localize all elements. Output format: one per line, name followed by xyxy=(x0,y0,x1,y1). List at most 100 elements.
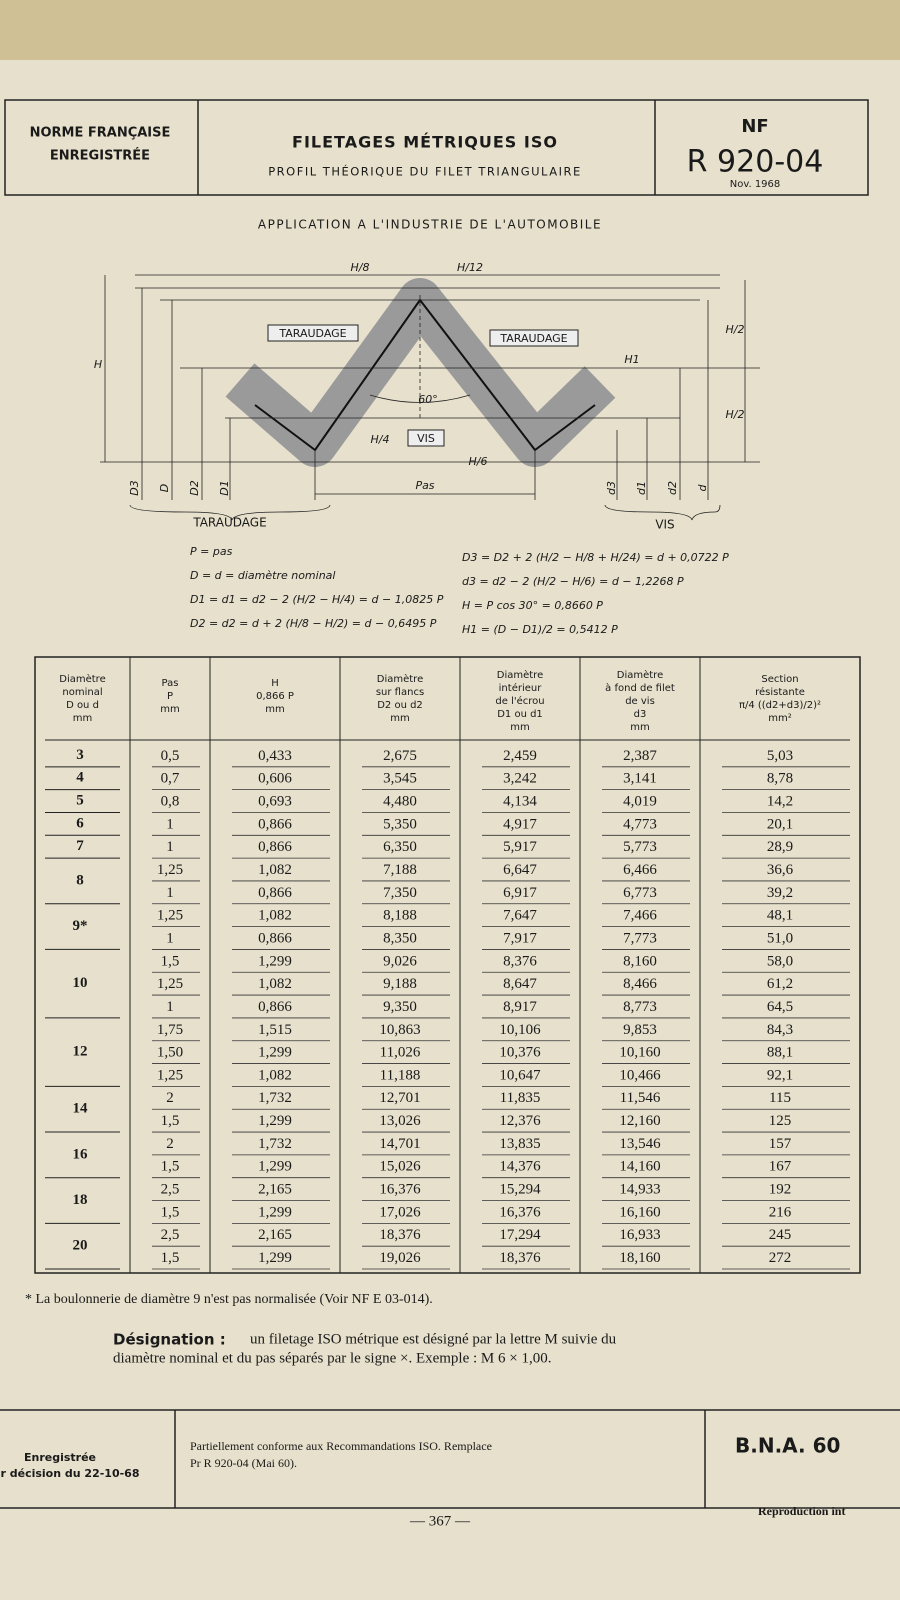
column-header: nominal xyxy=(62,687,102,698)
cell-value: 0,866 xyxy=(258,930,292,946)
cell-value: 1,5 xyxy=(161,953,180,969)
cell-value: 64,5 xyxy=(767,999,793,1015)
nominal-diameter: 12 xyxy=(73,1044,88,1060)
cell-value: 15,026 xyxy=(379,1159,421,1175)
cell-value: 14,933 xyxy=(619,1182,660,1198)
doc-title: FILETAGES MÉTRIQUES ISO xyxy=(292,133,558,152)
designation-text: un filetage ISO métrique est désigné par… xyxy=(250,1331,617,1347)
column-header: Diamètre xyxy=(59,673,105,685)
cell-value: 48,1 xyxy=(767,908,793,924)
cell-value: 13,026 xyxy=(379,1113,421,1129)
angle-label: 60° xyxy=(418,393,438,406)
cell-value: 157 xyxy=(769,1136,792,1152)
diagram-label: TARAUDAGE xyxy=(499,332,567,345)
table-border xyxy=(34,656,861,1274)
cell-value: 14,160 xyxy=(619,1159,660,1175)
cell-value: 92,1 xyxy=(767,1067,793,1083)
cell-value: 0,866 xyxy=(258,885,292,901)
cell-value: 2 xyxy=(166,1090,174,1106)
cell-value: 1 xyxy=(166,999,174,1015)
cell-value: 1,082 xyxy=(258,908,292,924)
column-header: D ou d xyxy=(66,700,99,711)
cell-value: 1,50 xyxy=(157,1045,183,1061)
label-box xyxy=(407,429,445,447)
formula: d3 = d2 − 2 (H/2 − H/6) = d − 1,2268 P xyxy=(462,575,684,588)
nominal-diameter: 20 xyxy=(73,1238,88,1254)
cell-value: 6,917 xyxy=(503,885,537,901)
cell-value: 2,165 xyxy=(258,1182,292,1198)
cell-value: 8,376 xyxy=(503,953,537,969)
footer-middle: Pr R 920-04 (Mai 60). xyxy=(190,1456,297,1470)
cell-value: 1,25 xyxy=(157,976,183,992)
cell-value: 6,647 xyxy=(503,862,537,878)
cell-value: 1,082 xyxy=(258,1067,292,1083)
diagram-caption: TARAUDAGE xyxy=(192,516,266,530)
diameter-label: D xyxy=(158,484,171,492)
cell-value: 125 xyxy=(769,1113,792,1129)
cell-value: 5,773 xyxy=(623,839,657,855)
cell-value: 88,1 xyxy=(767,1045,793,1061)
nominal-diameter: 3 xyxy=(76,747,84,763)
cell-value: 20,1 xyxy=(767,816,793,832)
cell-value: 9,853 xyxy=(623,1022,657,1038)
cell-value: 12,160 xyxy=(619,1113,660,1129)
cell-value: 7,188 xyxy=(383,862,417,878)
cell-value: 8,647 xyxy=(503,976,537,992)
cell-value: 11,546 xyxy=(620,1090,661,1106)
brace xyxy=(129,504,331,521)
pitch-label: Pas xyxy=(415,479,434,492)
cell-value: 4,019 xyxy=(623,794,657,810)
column-header: Pas xyxy=(162,678,179,689)
cell-value: 2,387 xyxy=(623,748,657,764)
dim-label: H/2 xyxy=(726,408,745,421)
dim-label: H/2 xyxy=(726,323,745,336)
label-box xyxy=(489,329,579,347)
cell-value: 8,773 xyxy=(623,999,657,1015)
cell-value: 3,242 xyxy=(503,771,537,787)
dim-label: H xyxy=(94,358,102,371)
cell-value: 8,466 xyxy=(623,976,657,992)
cell-value: 18,376 xyxy=(499,1250,541,1266)
cell-value: 10,466 xyxy=(619,1067,661,1083)
cell-value: 0,606 xyxy=(258,771,292,787)
norm-code: R 920-04 xyxy=(687,145,824,180)
cell-value: 1,299 xyxy=(258,1250,292,1266)
reproduction-note: Reproduction int xyxy=(758,1504,845,1518)
column-header: résistante xyxy=(755,686,805,698)
cell-value: 1,299 xyxy=(258,1113,292,1129)
cell-value: 115 xyxy=(769,1090,791,1106)
cell-value: 17,294 xyxy=(499,1227,541,1243)
column-header: sur flancs xyxy=(376,687,424,698)
diameter-label: d2 xyxy=(666,481,679,495)
designation-label: Désignation : xyxy=(113,1331,226,1349)
cell-value: 7,466 xyxy=(623,908,657,924)
column-header: D2 ou d2 xyxy=(377,700,423,711)
cell-value: 0,693 xyxy=(258,794,292,810)
cell-value: 13,546 xyxy=(619,1136,661,1152)
column-header: P xyxy=(167,691,173,702)
cell-value: 1 xyxy=(166,930,174,946)
diameter-label: D3 xyxy=(128,480,141,495)
cell-value: 1,515 xyxy=(258,1022,292,1038)
cell-value: 9,350 xyxy=(383,999,417,1015)
nominal-diameter: 8 xyxy=(76,872,84,888)
cell-value: 3,141 xyxy=(623,771,657,787)
cell-value: 3,545 xyxy=(383,771,417,787)
column-header: 0,866 P xyxy=(256,691,294,702)
cell-value: 8,78 xyxy=(767,771,793,787)
cell-value: 8,917 xyxy=(503,999,537,1015)
formula: P = pas xyxy=(190,545,233,558)
cell-value: 11,188 xyxy=(380,1067,421,1083)
cell-value: 1,5 xyxy=(161,1204,180,1220)
cell-value: 58,0 xyxy=(767,953,793,969)
cell-value: 1,25 xyxy=(157,908,183,924)
cell-value: 18,376 xyxy=(379,1227,421,1243)
cell-value: 4,480 xyxy=(383,794,417,810)
column-header: mm xyxy=(510,722,529,733)
column-header: mm xyxy=(265,704,284,715)
thread-diagram xyxy=(100,274,760,521)
cell-value: 1,5 xyxy=(161,1250,180,1266)
cell-value: 11,835 xyxy=(500,1090,541,1106)
cell-value: 13,835 xyxy=(499,1136,540,1152)
cell-value: 16,376 xyxy=(499,1204,541,1220)
